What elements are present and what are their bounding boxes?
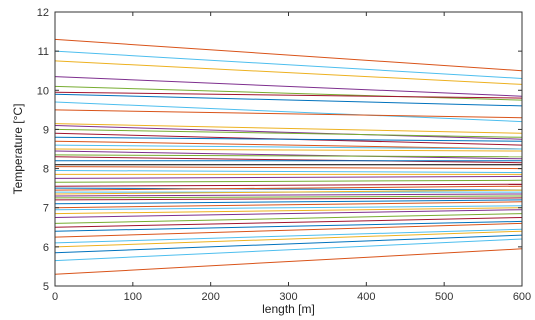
y-tick-label-5: 10 (37, 85, 49, 97)
y-tick-label-7: 12 (37, 7, 49, 19)
y-tick-label-2: 7 (43, 203, 49, 215)
y-tick-label-4: 9 (43, 124, 49, 136)
x-tick-label-4: 400 (357, 291, 375, 303)
x-tick-label-5: 500 (435, 291, 453, 303)
y-tick-label-0: 5 (43, 281, 49, 293)
x-tick-label-0: 0 (52, 291, 58, 303)
x-tick-label-6: 600 (513, 291, 531, 303)
y-axis-label: Temperature [°C] (11, 104, 25, 195)
y-tick-label-3: 8 (43, 164, 49, 176)
y-tick-label-1: 6 (43, 242, 49, 254)
x-axis-label: length [m] (262, 302, 315, 316)
x-tick-label-2: 200 (201, 291, 219, 303)
x-tick-label-1: 100 (124, 291, 142, 303)
y-tick-label-6: 11 (38, 46, 49, 58)
